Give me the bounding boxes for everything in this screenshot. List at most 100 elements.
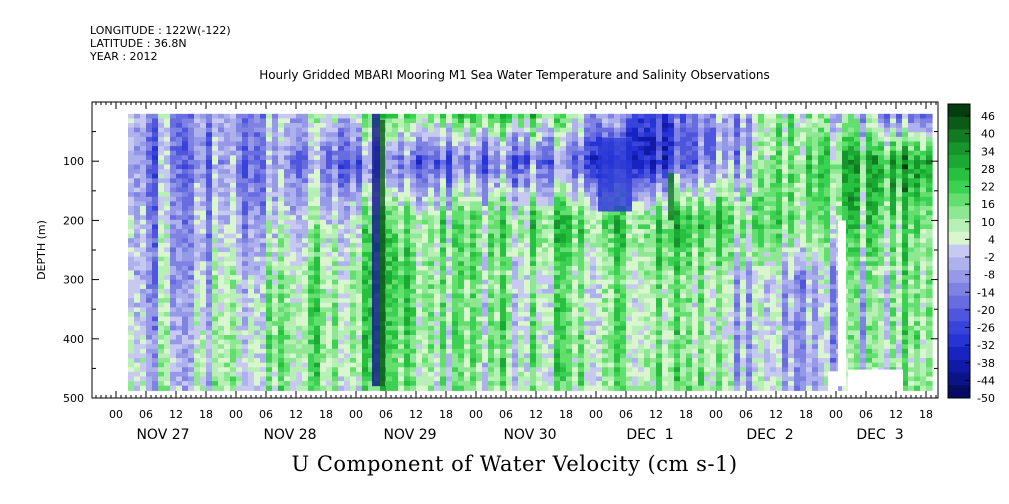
heatmap-cell bbox=[188, 187, 195, 193]
heatmap-cell bbox=[170, 307, 177, 313]
heatmap-cell bbox=[206, 192, 213, 198]
heatmap-cell bbox=[560, 247, 567, 253]
heatmap-cell bbox=[542, 150, 549, 156]
heatmap-cell bbox=[158, 367, 165, 373]
heatmap-cell bbox=[344, 298, 351, 304]
heatmap-cell bbox=[578, 284, 585, 290]
heatmap-cell bbox=[158, 219, 165, 226]
heatmap-cell bbox=[560, 275, 567, 281]
heatmap-cell bbox=[152, 169, 159, 175]
heatmap-cell bbox=[596, 113, 603, 120]
heatmap-cell bbox=[494, 321, 501, 327]
heatmap-cell bbox=[470, 311, 477, 318]
heatmap-cell bbox=[266, 348, 273, 355]
heatmap-cell bbox=[428, 201, 435, 207]
heatmap-cell bbox=[320, 307, 327, 313]
heatmap-cell bbox=[452, 284, 459, 290]
heatmap-cell bbox=[218, 123, 225, 129]
heatmap-cell bbox=[362, 215, 369, 221]
heatmap-cell bbox=[296, 348, 303, 355]
heatmap-cell bbox=[152, 288, 159, 295]
heatmap-cell bbox=[578, 302, 585, 308]
heatmap-cell bbox=[332, 367, 339, 373]
heatmap-cell bbox=[338, 367, 345, 373]
heatmap-cell bbox=[578, 242, 585, 249]
heatmap-cell bbox=[398, 311, 405, 318]
heatmap-cell bbox=[182, 178, 189, 184]
heatmap-cell bbox=[584, 229, 591, 235]
heatmap-cell bbox=[218, 252, 225, 258]
heatmap-cell bbox=[224, 127, 231, 133]
heatmap-cell bbox=[446, 307, 453, 313]
heatmap-cell bbox=[458, 169, 465, 175]
heatmap-cell bbox=[218, 302, 225, 308]
heatmap-cell bbox=[548, 201, 555, 207]
heatmap-cell bbox=[548, 325, 555, 332]
heatmap-cell bbox=[272, 316, 279, 322]
heatmap-cell bbox=[554, 362, 561, 368]
heatmap-cell bbox=[242, 252, 249, 258]
heatmap-cell bbox=[368, 358, 375, 364]
heatmap-cell bbox=[428, 127, 435, 133]
heatmap-cell bbox=[296, 316, 303, 322]
heatmap-cell bbox=[284, 358, 291, 364]
heatmap-cell bbox=[194, 113, 201, 120]
heatmap-cell bbox=[536, 265, 543, 272]
heatmap-cell bbox=[362, 358, 369, 364]
heatmap-cell bbox=[524, 330, 531, 336]
heatmap-cell bbox=[608, 325, 615, 332]
heatmap-cell bbox=[500, 247, 507, 253]
heatmap-cell bbox=[368, 215, 375, 221]
heatmap-cell bbox=[314, 164, 321, 170]
heatmap-cell bbox=[368, 302, 375, 308]
heatmap-cell bbox=[302, 164, 309, 170]
heatmap-cell bbox=[392, 275, 399, 281]
heatmap-cell bbox=[290, 113, 297, 120]
heatmap-cell bbox=[608, 127, 615, 133]
heatmap-cell bbox=[584, 376, 591, 382]
heatmap-cell bbox=[128, 169, 135, 175]
heatmap-cell bbox=[236, 385, 243, 391]
heatmap-cell bbox=[296, 201, 303, 207]
heatmap-cell bbox=[452, 118, 459, 124]
heatmap-cell bbox=[290, 293, 297, 299]
heatmap-cell bbox=[368, 381, 375, 387]
heatmap-cell bbox=[560, 242, 567, 249]
heatmap-cell bbox=[302, 279, 309, 285]
heatmap-cell bbox=[200, 210, 207, 216]
heatmap-cell bbox=[398, 358, 405, 364]
heatmap-cell bbox=[140, 298, 147, 304]
heatmap-cell bbox=[200, 182, 207, 189]
heatmap-cell bbox=[134, 362, 141, 368]
heatmap-cell bbox=[476, 321, 483, 327]
heatmap-cell bbox=[254, 339, 261, 345]
heatmap-cell bbox=[422, 371, 429, 378]
heatmap-cell bbox=[404, 136, 411, 143]
heatmap-cell bbox=[326, 229, 333, 235]
heatmap-cell bbox=[422, 348, 429, 355]
heatmap-cell bbox=[152, 330, 159, 336]
heatmap-cell bbox=[560, 210, 567, 216]
heatmap-cell bbox=[512, 182, 519, 189]
heatmap-cell bbox=[260, 233, 267, 239]
heatmap-cell bbox=[146, 219, 153, 226]
heatmap-cell bbox=[194, 132, 201, 138]
heatmap-cell bbox=[470, 242, 477, 249]
heatmap-cell bbox=[524, 367, 531, 373]
heatmap-cell bbox=[554, 358, 561, 364]
heatmap-cell bbox=[392, 381, 399, 387]
heatmap-cell bbox=[212, 279, 219, 285]
heatmap-cell bbox=[596, 339, 603, 345]
heatmap-cell bbox=[518, 169, 525, 175]
heatmap-cell bbox=[296, 182, 303, 189]
heatmap-cell bbox=[620, 316, 627, 322]
heatmap-cell bbox=[500, 307, 507, 313]
heatmap-cell bbox=[194, 141, 201, 147]
heatmap-cell bbox=[146, 118, 153, 124]
heatmap-cell bbox=[308, 275, 315, 281]
heatmap-cell bbox=[536, 173, 543, 179]
heatmap-cell bbox=[146, 293, 153, 299]
heatmap-cell bbox=[470, 164, 477, 170]
heatmap-cell bbox=[428, 293, 435, 299]
heatmap-cell bbox=[386, 298, 393, 304]
